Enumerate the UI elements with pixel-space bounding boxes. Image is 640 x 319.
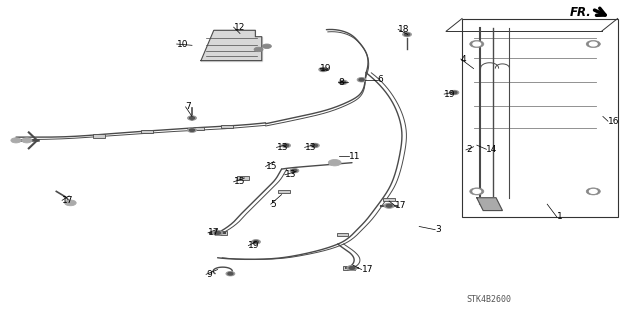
Circle shape [340, 81, 346, 84]
Text: 1: 1 [557, 212, 563, 221]
Bar [193, 127, 204, 130]
Circle shape [215, 232, 220, 234]
Circle shape [452, 91, 457, 94]
Circle shape [11, 138, 21, 143]
Circle shape [282, 143, 291, 148]
Circle shape [404, 33, 410, 36]
Text: 11: 11 [349, 152, 360, 161]
Bar [141, 130, 153, 133]
Circle shape [212, 230, 223, 235]
Circle shape [339, 80, 348, 85]
Circle shape [226, 271, 235, 276]
Circle shape [252, 240, 260, 244]
Circle shape [589, 42, 597, 46]
Bar [343, 266, 355, 270]
Bar [215, 231, 227, 234]
Text: 19: 19 [320, 64, 332, 73]
Text: FR.: FR. [570, 6, 591, 19]
Circle shape [321, 68, 326, 71]
Circle shape [384, 203, 394, 208]
Bar [278, 190, 290, 193]
Circle shape [292, 169, 297, 172]
Text: 18: 18 [398, 25, 410, 34]
Circle shape [349, 267, 355, 269]
Circle shape [357, 78, 366, 82]
Circle shape [473, 42, 481, 46]
Circle shape [312, 144, 317, 147]
Circle shape [189, 129, 195, 131]
Text: 4: 4 [461, 55, 467, 63]
Text: 8: 8 [338, 78, 344, 87]
Circle shape [22, 138, 32, 143]
Circle shape [188, 128, 196, 132]
Text: 19: 19 [444, 90, 456, 99]
Bar [383, 198, 395, 201]
Text: 10: 10 [177, 40, 188, 48]
Text: 13: 13 [285, 170, 296, 179]
Circle shape [470, 188, 484, 195]
Circle shape [228, 272, 233, 275]
Circle shape [290, 168, 299, 173]
Polygon shape [477, 198, 502, 211]
Text: 3: 3 [435, 225, 441, 234]
Text: 6: 6 [378, 75, 383, 84]
Circle shape [189, 117, 195, 119]
Circle shape [284, 144, 289, 147]
Text: 7: 7 [186, 102, 191, 111]
Circle shape [347, 265, 357, 271]
Text: 5: 5 [271, 200, 276, 209]
Circle shape [450, 90, 459, 95]
Circle shape [328, 160, 341, 166]
Circle shape [262, 44, 271, 48]
Text: 19: 19 [248, 241, 260, 250]
Circle shape [253, 241, 259, 243]
Text: 13: 13 [276, 143, 288, 152]
Text: 15: 15 [266, 162, 277, 171]
Text: 14: 14 [486, 145, 498, 154]
Circle shape [586, 41, 600, 48]
Text: STK4B2600: STK4B2600 [466, 295, 511, 304]
Circle shape [310, 143, 319, 148]
Text: 13: 13 [305, 143, 316, 152]
Circle shape [188, 116, 196, 120]
Bar [237, 176, 249, 180]
Text: 12: 12 [234, 23, 245, 32]
Polygon shape [201, 30, 262, 61]
Bar [337, 233, 348, 236]
Circle shape [470, 41, 484, 48]
Text: 2: 2 [466, 145, 472, 154]
Circle shape [65, 200, 76, 206]
Bar [221, 125, 233, 128]
Circle shape [473, 189, 481, 193]
Text: 16: 16 [608, 117, 620, 126]
Text: 17: 17 [208, 228, 220, 237]
Text: 15: 15 [234, 177, 245, 186]
Text: 9: 9 [206, 270, 212, 279]
Circle shape [254, 47, 263, 52]
Circle shape [586, 188, 600, 195]
Text: 17: 17 [62, 196, 74, 205]
Circle shape [403, 32, 412, 37]
Circle shape [387, 204, 392, 207]
Text: 17: 17 [395, 201, 406, 210]
Circle shape [589, 189, 597, 193]
Text: 17: 17 [362, 265, 373, 274]
Bar [93, 134, 105, 137]
Circle shape [319, 67, 328, 72]
Circle shape [359, 78, 364, 81]
